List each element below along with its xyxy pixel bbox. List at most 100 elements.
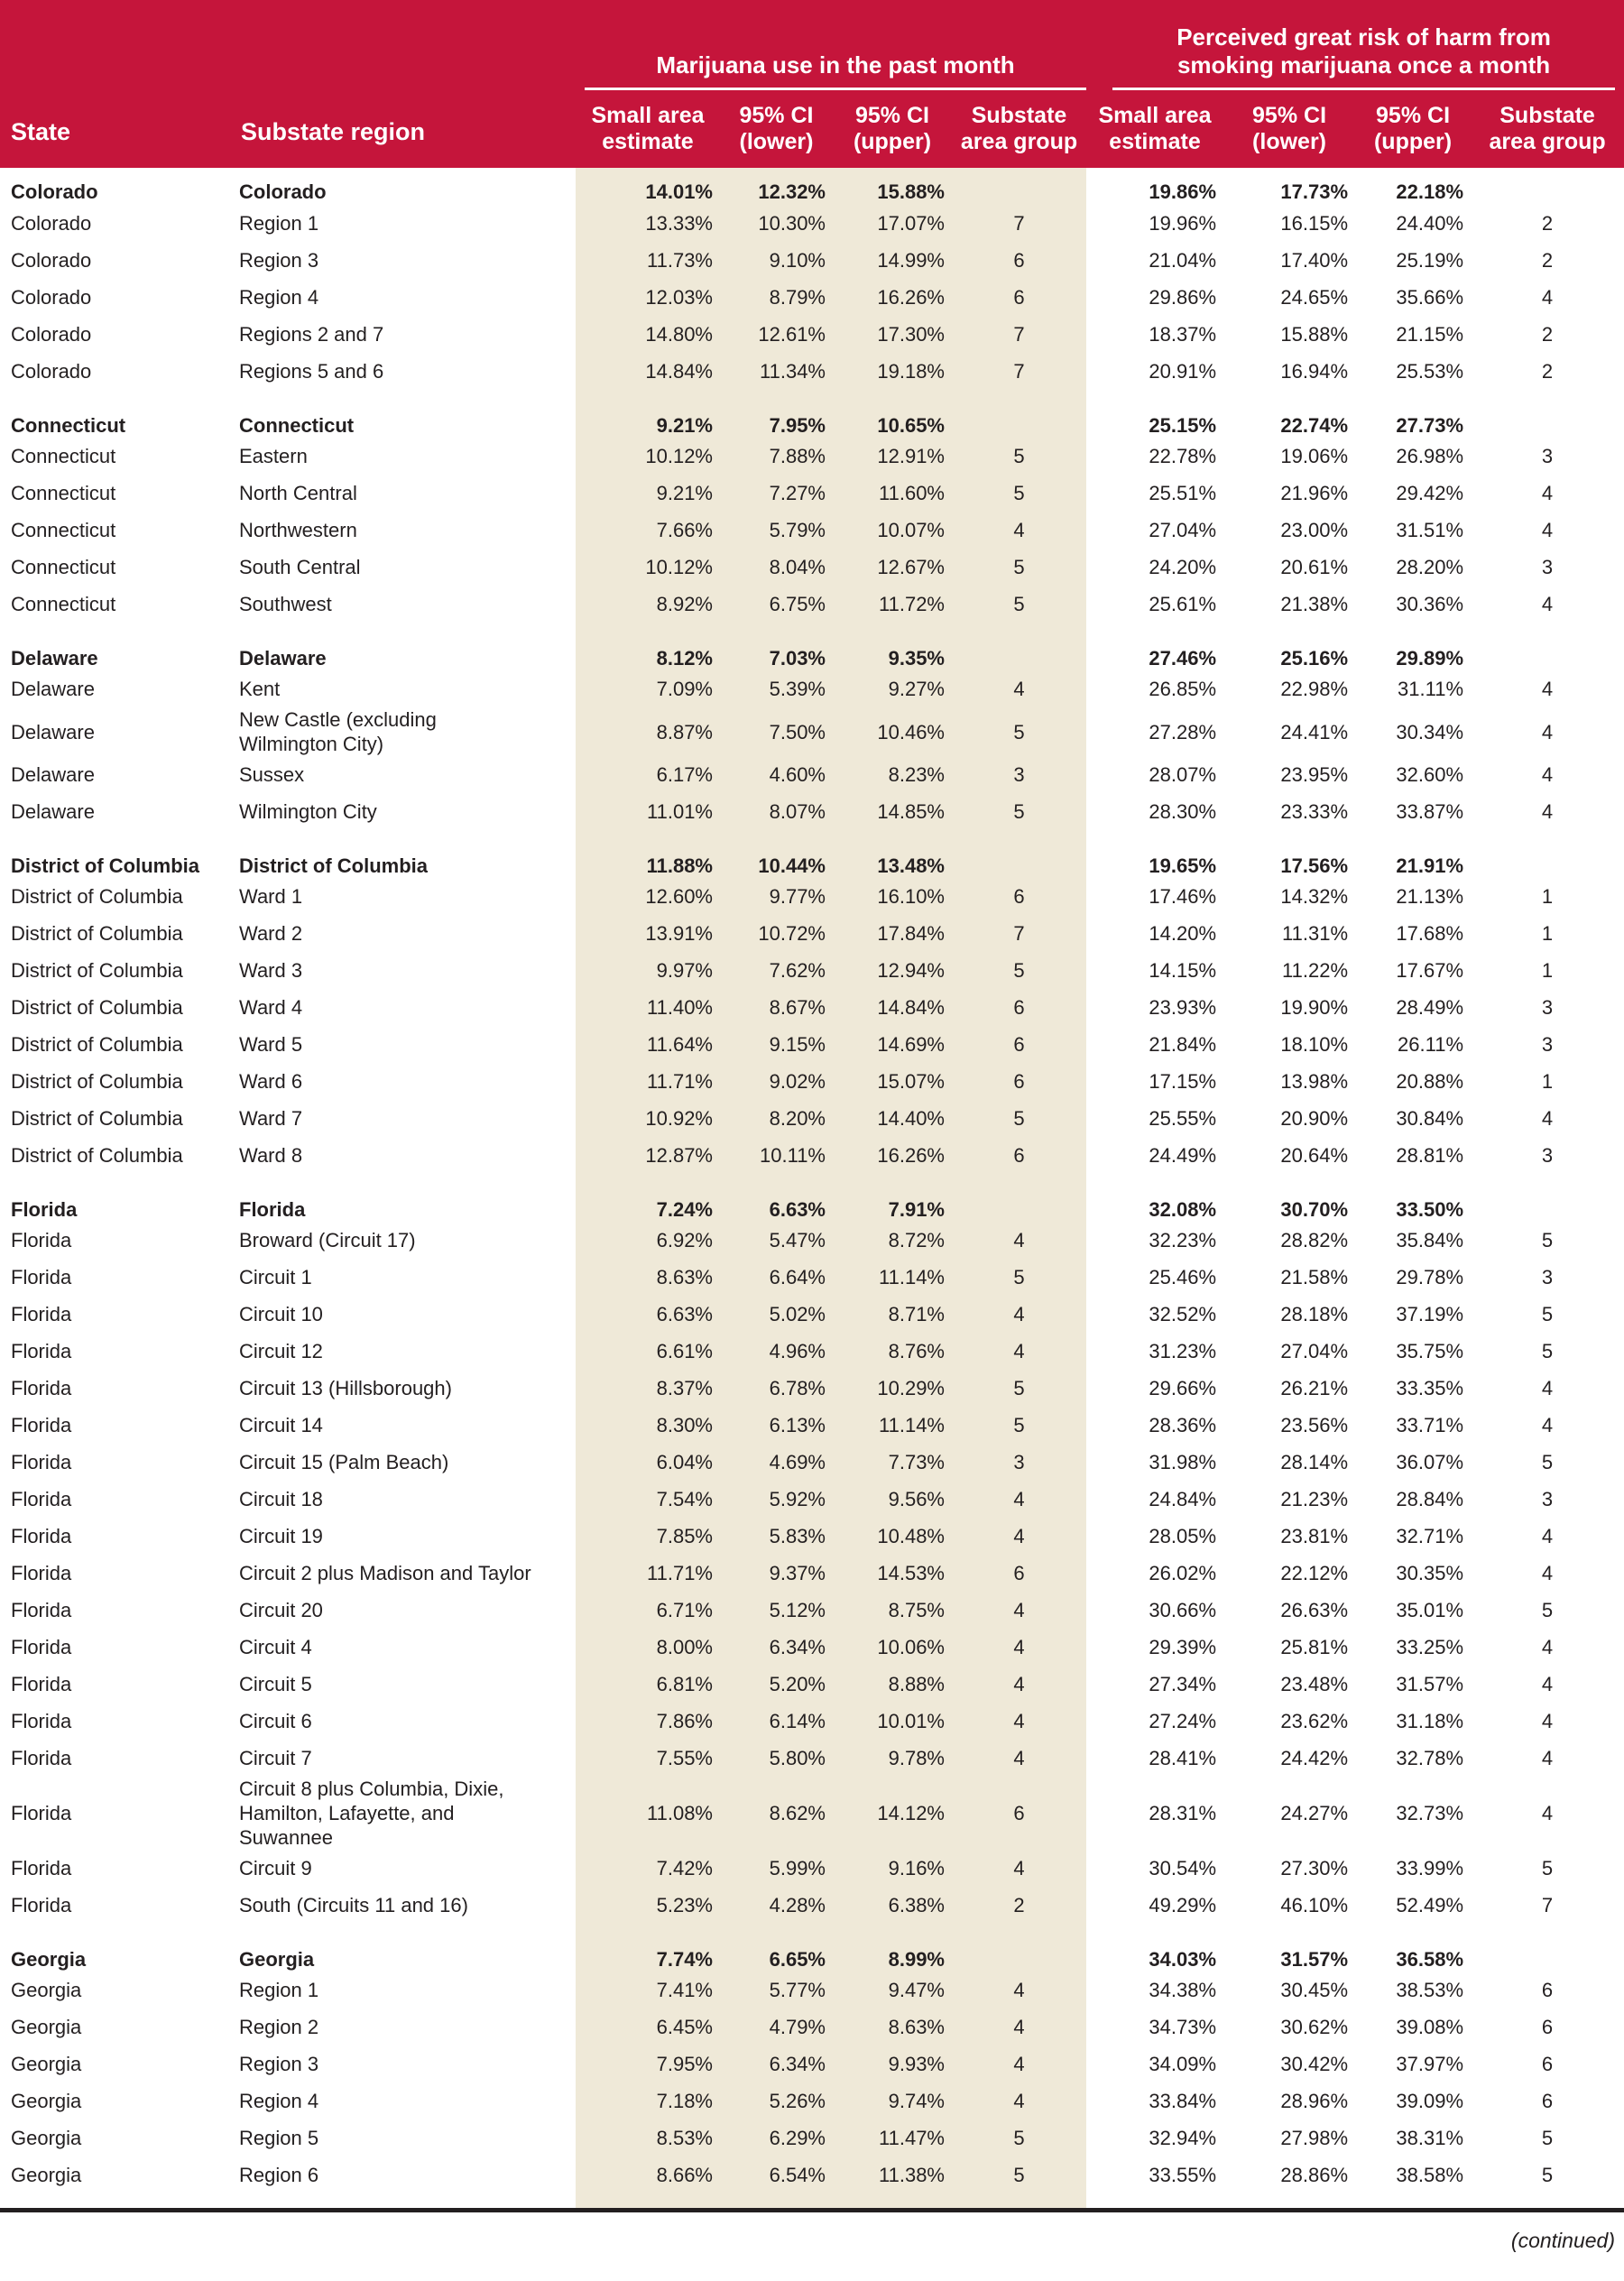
table-row: Florida Circuit 2 plus Madison and Taylor…: [0, 1555, 1624, 1592]
cell-mu-estimate: 11.08%: [576, 1777, 720, 1850]
cell-state: Florida: [11, 1636, 72, 1658]
cell-pr-estimate: 19.65%: [1149, 854, 1217, 877]
cell-mu-ci-lower: 9.15%: [720, 1026, 833, 1063]
cell-mu-estimate: 10.92%: [576, 1100, 720, 1137]
cell-mu-area-group: 4: [952, 1850, 1087, 1887]
cell-mu-ci-upper: 15.07%: [833, 1063, 952, 1100]
cell-mu-estimate: 7.41%: [576, 1972, 720, 2009]
cell-mu-ci-lower: 8.62%: [720, 1777, 833, 1850]
col-header-mu-area-group: Substate area group: [952, 90, 1087, 168]
cell-mu-ci-lower: 6.34%: [720, 2046, 833, 2082]
cell-pr-ci-upper: 26.98%: [1396, 445, 1464, 467]
cell-mu-estimate: 10.12%: [576, 549, 720, 586]
cell-pr-ci-upper: 32.73%: [1396, 1802, 1464, 1824]
cell-pr-estimate: 20.91%: [1149, 360, 1217, 383]
cell-mu-estimate: 14.84%: [576, 353, 720, 390]
cell-state: Florida: [11, 1303, 72, 1325]
cell-pr-ci-upper: 37.19%: [1396, 1303, 1464, 1325]
table-row: Connecticut South Central 10.12% 8.04% 12.67…: [0, 549, 1624, 586]
cell-pr-ci-upper: 33.71%: [1396, 1414, 1464, 1436]
cell-pr-ci-lower: 28.86%: [1280, 2164, 1349, 2186]
group-header-marijuana-use: Marijuana use in the past month: [576, 0, 1087, 90]
cell-pr-ci-upper: 30.84%: [1396, 1107, 1464, 1130]
cell-pr-area-group: 3: [1541, 1033, 1554, 1056]
cell-mu-ci-lower: 6.65%: [720, 1924, 833, 1972]
col-header-pr-estimate: Small area estimate: [1086, 90, 1224, 168]
cell-pr-estimate: 25.61%: [1149, 593, 1217, 615]
table-row: Florida South (Circuits 11 and 16) 5.23% 4.…: [0, 1887, 1624, 1924]
cell-mu-area-group: 6: [952, 1026, 1087, 1063]
cell-substate-region: Region 6: [239, 2164, 319, 2186]
cell-mu-estimate: 12.60%: [576, 878, 720, 915]
cell-pr-area-group: [1471, 830, 1624, 878]
cell-mu-estimate: 6.71%: [576, 1592, 720, 1629]
table-row: Delaware New Castle (excluding Wilmington…: [0, 707, 1624, 756]
cell-pr-area-group: 4: [1541, 1710, 1554, 1732]
cell-pr-estimate: 19.96%: [1149, 212, 1217, 235]
cell-substate-region: Circuit 19: [239, 1525, 323, 1547]
cell-pr-ci-upper: 28.81%: [1396, 1144, 1464, 1167]
cell-pr-ci-lower: 31.57%: [1280, 1948, 1349, 1971]
cell-state: Colorado: [11, 360, 92, 383]
table-row: Georgia Region 4 7.18% 5.26% 9.74% 4 33.84% 28.…: [0, 2082, 1624, 2119]
cell-substate-region: Ward 7: [239, 1107, 303, 1130]
cell-pr-ci-lower: 22.98%: [1280, 678, 1349, 700]
cell-pr-ci-lower: 23.33%: [1280, 800, 1349, 823]
table-row: Florida Circuit 9 7.42% 5.99% 9.16% 4 30.54% 27…: [0, 1850, 1624, 1887]
table-row: Florida Circuit 5 6.81% 5.20% 8.88% 4 27.34% 23…: [0, 1666, 1624, 1703]
cell-pr-estimate: 22.78%: [1149, 445, 1217, 467]
table-row: Connecticut Southwest 8.92% 6.75% 11.72% 5 25.…: [0, 586, 1624, 623]
cell-pr-area-group: [1471, 1924, 1624, 1972]
cell-mu-ci-upper: 8.76%: [833, 1333, 952, 1370]
cell-pr-estimate: 17.46%: [1149, 885, 1217, 908]
cell-mu-ci-upper: 16.26%: [833, 1137, 952, 1174]
group-title-perceived-risk: Perceived great risk of harm from smokin…: [1112, 23, 1616, 90]
table-row: Florida Circuit 12 6.61% 4.96% 8.76% 4 31.23% 2…: [0, 1333, 1624, 1370]
cell-mu-estimate: 8.87%: [576, 707, 720, 756]
cell-pr-area-group: 4: [1541, 763, 1554, 786]
cell-mu-area-group: 7: [952, 316, 1087, 353]
cell-pr-ci-lower: 30.62%: [1280, 2016, 1349, 2038]
cell-state: District of Columbia: [11, 1107, 183, 1130]
cell-mu-estimate: 11.64%: [576, 1026, 720, 1063]
table-row: Delaware Kent 7.09% 5.39% 9.27% 4 26.85% 22.98%…: [0, 670, 1624, 707]
cell-mu-area-group: 4: [952, 1222, 1087, 1259]
cell-mu-ci-upper: 17.30%: [833, 316, 952, 353]
cell-pr-ci-upper: 38.58%: [1396, 2164, 1464, 2186]
cell-state: Florida: [11, 1747, 72, 1769]
table-row: Georgia Region 2 6.45% 4.79% 8.63% 4 34.73% 30.…: [0, 2009, 1624, 2046]
spacer-cell: [833, 2193, 952, 2208]
cell-pr-ci-upper: 36.58%: [1396, 1948, 1464, 1971]
cell-pr-ci-upper: 38.31%: [1396, 2127, 1464, 2149]
cell-mu-area-group: 4: [952, 2009, 1087, 2046]
cell-pr-area-group: 4: [1541, 1377, 1554, 1399]
cell-pr-ci-upper: 35.66%: [1396, 286, 1464, 309]
cell-mu-area-group: 6: [952, 878, 1087, 915]
cell-mu-ci-lower: 6.78%: [720, 1370, 833, 1407]
cell-mu-estimate: 12.87%: [576, 1137, 720, 1174]
cell-mu-ci-upper: 9.47%: [833, 1972, 952, 2009]
cell-substate-region: Georgia: [239, 1948, 315, 1971]
table-row: District of Columbia Ward 7 10.92% 8.20% 14.…: [0, 1100, 1624, 1137]
cell-pr-area-group: 4: [1541, 593, 1554, 615]
col-header-pr-ci-upper: 95% CI (upper): [1355, 90, 1472, 168]
cell-pr-estimate: 28.30%: [1149, 800, 1217, 823]
cell-substate-region: Circuit 8 plus Columbia, Dixie, Hamilton…: [239, 1778, 504, 1849]
cell-mu-estimate: 8.92%: [576, 586, 720, 623]
cell-mu-area-group: 5: [952, 707, 1087, 756]
cell-mu-estimate: 7.42%: [576, 1850, 720, 1887]
cell-state: Colorado: [11, 180, 98, 203]
cell-mu-ci-lower: 5.39%: [720, 670, 833, 707]
col-header-mu-estimate: Small area estimate: [576, 90, 720, 168]
cell-state: Connecticut: [11, 482, 116, 504]
cell-pr-ci-upper: 28.20%: [1396, 556, 1464, 578]
cell-pr-ci-upper: 36.07%: [1396, 1451, 1464, 1473]
cell-mu-area-group: 4: [952, 2046, 1087, 2082]
cell-pr-estimate: 25.15%: [1149, 414, 1217, 437]
spacer-cell: [230, 2193, 576, 2208]
cell-state: Georgia: [11, 1948, 87, 1971]
cell-mu-ci-upper: 8.63%: [833, 2009, 952, 2046]
cell-mu-ci-upper: 16.10%: [833, 878, 952, 915]
cell-mu-estimate: 11.73%: [576, 242, 720, 279]
